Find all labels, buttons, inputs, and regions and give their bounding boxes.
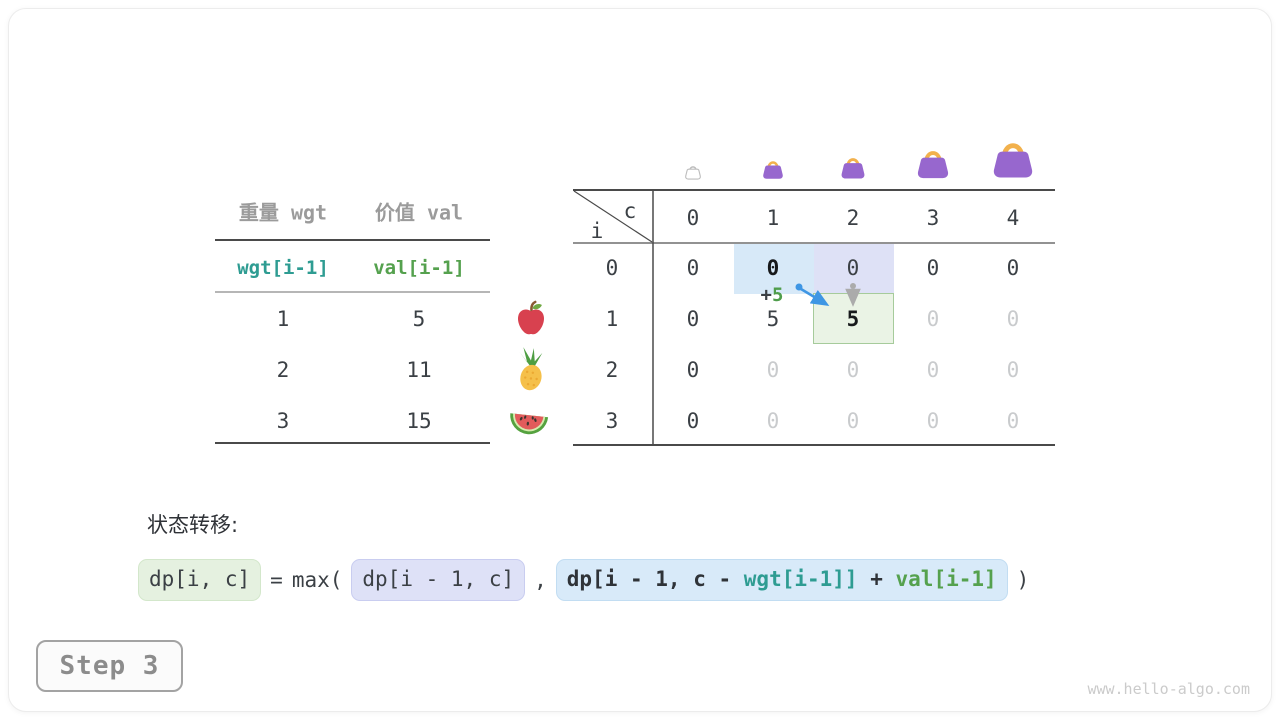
left-table-header-value: 价值 val — [374, 200, 464, 225]
plus-sign: + — [760, 284, 772, 306]
formula-arg2-prefix: dp[i - 1, c - — [566, 567, 744, 592]
dp-col-header-4: 4 — [1006, 206, 1020, 230]
dp-cell-r0c4: 0 — [1006, 256, 1020, 280]
formula-arg2-chip: dp[i - 1, c - wgt[i-1]] + val[i-1] — [555, 559, 1008, 601]
dp-col-header-1: 1 — [766, 206, 780, 230]
dp-cell-r1c0: 0 — [686, 307, 700, 331]
item2-value: 11 — [406, 358, 432, 382]
dp-col-header-0: 0 — [686, 206, 700, 230]
apple-icon — [517, 300, 545, 335]
formula-close-paren: ) — [1016, 568, 1030, 592]
formula-comma: , — [534, 568, 547, 592]
item3-weight: 3 — [276, 409, 290, 433]
formula-arg2-val: val[i-1] — [895, 567, 997, 592]
dp-cell-r1c2: 5 — [846, 307, 860, 331]
dp-cell-r1c4: 0 — [1006, 307, 1020, 331]
dp-cell-r2c1: 0 — [766, 358, 780, 382]
dp-col-header-2: 2 — [846, 206, 860, 230]
dp-cell-r0c2: 0 — [846, 256, 860, 280]
dp-cell-r0c3: 0 — [926, 256, 940, 280]
dp-cell-r2c2: 0 — [846, 358, 860, 382]
dp-cell-r2c3: 0 — [926, 358, 940, 382]
dp-col-header-3: 3 — [926, 206, 940, 230]
bag-icon-capacity-3 — [917, 151, 949, 179]
formula-arg2-plus: + — [857, 567, 896, 592]
watermark: www.hello-algo.com — [1087, 680, 1250, 698]
dp-cell-r2c4: 0 — [1006, 358, 1020, 382]
dp-cell-r1c3: 0 — [926, 307, 940, 331]
bag-icon-capacity-0 — [685, 166, 701, 180]
bag-icon-capacity-4 — [993, 143, 1033, 178]
added-value: 5 — [772, 284, 784, 306]
formula-equals: = — [270, 568, 283, 592]
dp-cell-r1c1: 5 — [766, 307, 780, 331]
left-table-var-wgt: wgt[i-1] — [237, 257, 329, 279]
dp-cell-r3c2: 0 — [846, 409, 860, 433]
item3-value: 15 — [406, 409, 432, 433]
dp-cell-r2c0: 0 — [686, 358, 700, 382]
bag-icon-capacity-1 — [763, 161, 783, 179]
left-table-header-weight: 重量 wgt — [238, 200, 328, 225]
dp-row-header-2: 2 — [605, 358, 619, 382]
item1-weight: 1 — [276, 307, 290, 331]
dp-cell-r3c1: 0 — [766, 409, 780, 433]
dp-cell-r3c3: 0 — [926, 409, 940, 433]
step-badge: Step 3 — [36, 640, 183, 692]
formula-arg1-chip: dp[i - 1, c] — [351, 559, 526, 601]
formula-max-open: max( — [291, 568, 343, 592]
transition-add-value-label: +5 — [761, 284, 784, 306]
item2-weight: 2 — [276, 358, 290, 382]
dp-row-header-1: 1 — [605, 307, 619, 331]
item1-value: 5 — [412, 307, 426, 331]
watermelon-icon — [510, 413, 549, 435]
dp-cell-r3c4: 0 — [1006, 409, 1020, 433]
dp-cell-r0c0: 0 — [686, 256, 700, 280]
formula-lhs-chip: dp[i, c] — [138, 559, 262, 601]
state-transition-label: 状态转移: — [147, 513, 239, 537]
dp-corner-col-var: c — [623, 199, 637, 223]
dp-row-header-3: 3 — [605, 409, 619, 433]
left-table-var-val: val[i-1] — [373, 257, 465, 279]
dp-cell-r3c0: 0 — [686, 409, 700, 433]
pineapple-icon — [519, 347, 543, 391]
dp-corner-row-var: i — [590, 219, 604, 243]
bag-icon-capacity-2 — [841, 158, 865, 179]
dp-cell-r0c1: 0 — [766, 256, 780, 280]
canvas-card — [8, 8, 1272, 712]
state-transition-formula: dp[i, c] = max( dp[i - 1, c] , dp[i - 1,… — [138, 559, 1029, 601]
formula-arg2-wgt: wgt[i-1]] — [743, 567, 858, 592]
dp-row-header-0: 0 — [605, 256, 619, 280]
